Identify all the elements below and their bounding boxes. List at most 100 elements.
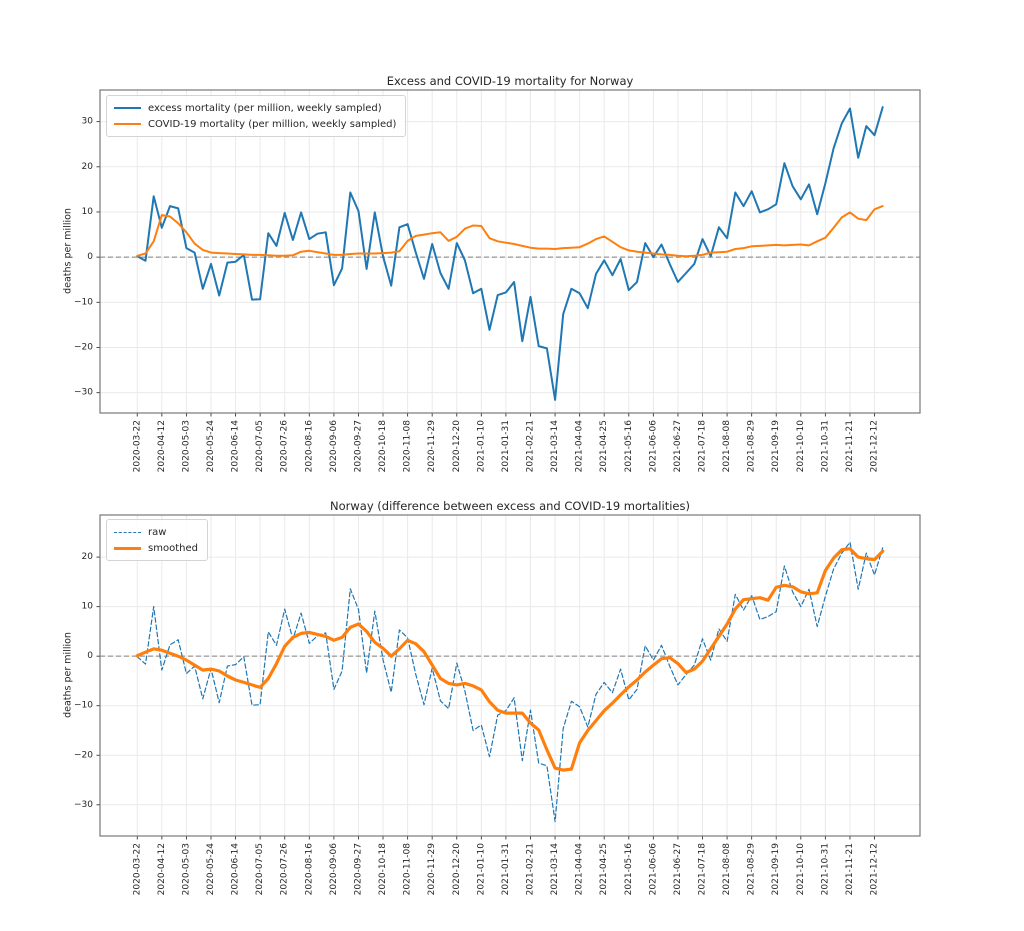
- legend-label-excess: excess mortality (per million, weekly sa…: [148, 102, 382, 114]
- x-tick-label: 2021-03-14: [550, 843, 560, 896]
- y-tick-label: 20: [82, 162, 94, 172]
- x-tick-label: 2021-10-10: [796, 420, 806, 473]
- bottom-chart-title: Norway (difference between excess and CO…: [330, 499, 690, 513]
- x-tick-label: 2020-09-06: [329, 843, 339, 896]
- legend-label-raw: raw: [148, 526, 167, 538]
- x-tick-label: 2020-08-16: [304, 843, 314, 896]
- x-tick-label: 2021-04-04: [575, 843, 585, 896]
- x-tick-label: 2021-04-25: [599, 843, 609, 895]
- x-tick-label: 2021-01-31: [501, 843, 511, 895]
- x-tick-label: 2021-06-06: [648, 843, 658, 896]
- top-chart-legend: excess mortality (per million, weekly sa…: [106, 95, 407, 137]
- y-tick-label: −10: [74, 297, 93, 307]
- y-tick-label: 0: [87, 252, 93, 262]
- x-tick-label: 2021-02-21: [525, 420, 535, 472]
- bottom-chart-legend: raw smoothed: [106, 519, 208, 561]
- x-tick-label: 2021-06-27: [673, 420, 683, 472]
- excess-line-swatch-icon: [114, 107, 141, 109]
- series-line-excess: [136, 106, 884, 401]
- x-tick-label: 2020-12-20: [452, 420, 462, 473]
- raw-line-swatch-icon: [114, 531, 141, 533]
- x-tick-label: 2020-04-12: [157, 420, 167, 472]
- x-tick-label: 2020-04-12: [157, 843, 167, 895]
- y-tick-label: −20: [74, 750, 93, 760]
- top-chart-ylabel: deaths per million: [62, 208, 74, 294]
- x-tick-label: 2021-03-14: [550, 420, 560, 473]
- smoothed-line-swatch-icon: [114, 546, 141, 550]
- x-tick-label: 2020-08-16: [304, 420, 314, 473]
- x-tick-label: 2021-04-04: [575, 420, 585, 473]
- x-tick-label: 2021-01-31: [501, 420, 511, 472]
- series-line-covid-19: [136, 205, 884, 258]
- x-tick-label: 2020-05-24: [206, 420, 216, 473]
- x-tick-label: 2020-09-27: [353, 420, 363, 472]
- x-tick-label: 2020-05-03: [181, 843, 191, 895]
- x-tick-label: 2020-07-26: [280, 420, 290, 473]
- y-tick-label: −10: [74, 701, 93, 711]
- bottom-chart-plot: 2020-03-22 2020-04-12 2020-05-03 2020-05-24…: [74, 514, 921, 896]
- axes-frame: [99, 514, 921, 837]
- y-tick-label: 30: [82, 117, 94, 127]
- x-tick-label: 2020-06-14: [231, 420, 241, 473]
- y-tick-label: 10: [82, 207, 94, 217]
- x-tick-label: 2020-11-29: [427, 420, 437, 473]
- x-tick-label: 2020-06-14: [231, 843, 241, 896]
- x-tick-label: 2021-09-19: [771, 843, 781, 896]
- axes-frame: [99, 89, 921, 414]
- y-tick-label: −20: [74, 342, 93, 352]
- legend-label-covid: COVID-19 mortality (per million, weekly …: [148, 118, 397, 130]
- x-tick-label: 2020-12-20: [452, 843, 462, 896]
- x-tick-label: 2021-11-21: [845, 843, 855, 895]
- x-tick-label: 2021-08-29: [747, 420, 757, 473]
- x-tick-label: 2020-07-05: [255, 420, 265, 472]
- x-tick-label: 2020-07-05: [255, 843, 265, 895]
- x-tick-label: 2020-10-18: [378, 843, 388, 896]
- legend-item-excess: excess mortality (per million, weekly sa…: [114, 100, 396, 116]
- x-tick-label: 2021-06-06: [648, 420, 658, 473]
- x-tick-label: 2021-06-27: [673, 843, 683, 895]
- x-tick-label: 2021-08-08: [722, 420, 732, 473]
- x-tick-label: 2020-03-22: [132, 843, 142, 895]
- covid-line-swatch-icon: [114, 123, 141, 125]
- x-tick-label: 2021-05-16: [624, 843, 634, 896]
- x-tick-label: 2021-12-12: [870, 843, 880, 895]
- x-tick-label: 2021-05-16: [624, 420, 634, 473]
- x-tick-label: 2020-11-08: [403, 420, 413, 473]
- legend-item-smoothed: smoothed: [114, 540, 198, 556]
- x-tick-label: 2021-08-08: [722, 843, 732, 896]
- x-tick-label: 2021-10-31: [820, 420, 830, 472]
- x-tick-label: 2021-01-10: [476, 843, 486, 896]
- series-line-raw: [136, 541, 884, 823]
- x-tick-label: 2021-07-18: [698, 843, 708, 896]
- x-tick-label: 2021-10-10: [796, 843, 806, 896]
- legend-item-covid: COVID-19 mortality (per million, weekly …: [114, 116, 396, 132]
- x-tick-label: 2020-03-22: [132, 420, 142, 472]
- y-tick-label: −30: [74, 388, 93, 398]
- x-tick-label: 2020-09-06: [329, 420, 339, 473]
- y-tick-label: 20: [82, 552, 94, 562]
- x-tick-label: 2021-11-21: [845, 420, 855, 472]
- series-line-smoothed: [135, 547, 885, 772]
- y-tick-label: −30: [74, 800, 93, 810]
- x-tick-label: 2021-10-31: [820, 843, 830, 895]
- y-tick-label: 0: [87, 651, 93, 661]
- legend-label-smoothed: smoothed: [148, 542, 198, 554]
- x-tick-label: 2020-09-27: [353, 843, 363, 895]
- x-tick-label: 2021-07-18: [698, 420, 708, 473]
- x-tick-label: 2021-08-29: [747, 843, 757, 896]
- x-tick-label: 2020-05-24: [206, 843, 216, 896]
- x-tick-label: 2021-04-25: [599, 420, 609, 472]
- legend-item-raw: raw: [114, 524, 198, 540]
- top-chart-plot: 2020-03-22 2020-04-12 2020-05-03 2020-05-24…: [74, 89, 921, 473]
- x-tick-label: 2021-09-19: [771, 420, 781, 473]
- x-tick-label: 2021-12-12: [870, 420, 880, 472]
- x-tick-label: 2020-10-18: [378, 420, 388, 473]
- x-tick-label: 2020-11-29: [427, 843, 437, 896]
- x-tick-label: 2020-07-26: [280, 843, 290, 896]
- x-tick-label: 2020-05-03: [181, 420, 191, 472]
- x-tick-label: 2020-11-08: [403, 843, 413, 896]
- y-tick-label: 10: [82, 602, 94, 612]
- top-chart-title: Excess and COVID-19 mortality for Norway: [386, 74, 634, 88]
